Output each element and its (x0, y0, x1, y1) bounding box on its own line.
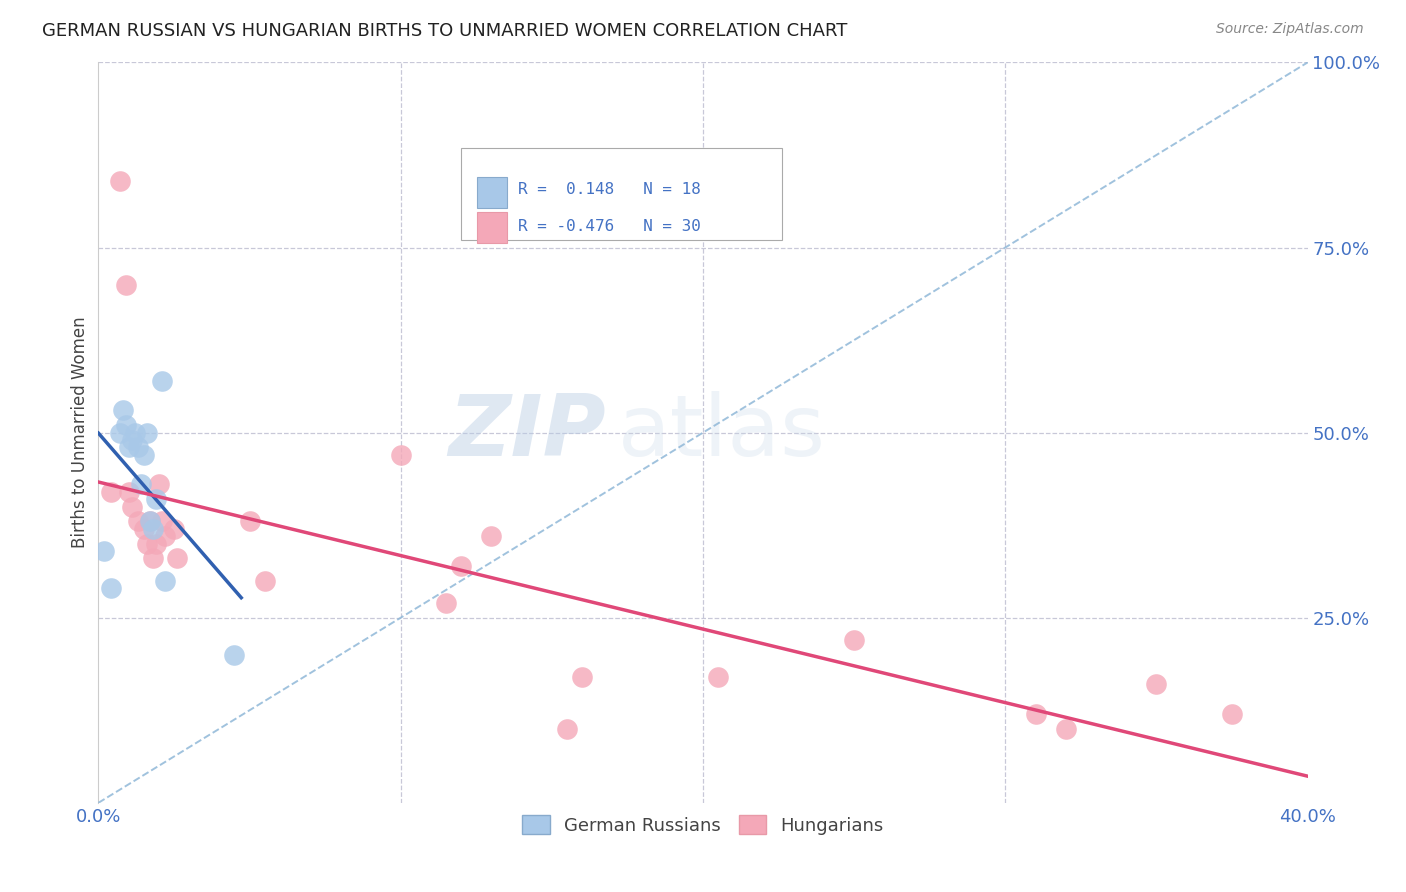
Point (1220, 706, 1243, 721)
Point (253, 574, 276, 588)
Text: ZIP: ZIP (449, 391, 606, 475)
Point (118, 441, 141, 455)
Point (150, 374, 173, 388)
Point (1054, 722, 1077, 736)
Point (224, 648, 246, 662)
Point (121, 500, 143, 514)
Point (389, 448, 412, 462)
FancyBboxPatch shape (461, 147, 782, 240)
Point (555, 722, 578, 736)
Point (153, 574, 176, 588)
Point (707, 670, 730, 684)
FancyBboxPatch shape (477, 212, 508, 244)
Point (163, 522, 186, 536)
Point (114, 418, 136, 433)
Point (132, 522, 155, 536)
Point (135, 425, 157, 440)
Point (148, 477, 170, 491)
Point (571, 670, 593, 684)
Point (450, 558, 472, 573)
Point (139, 515, 162, 529)
Point (166, 551, 188, 566)
Point (1024, 706, 1046, 721)
Point (153, 529, 176, 543)
Y-axis label: Births to Unmarried Women: Births to Unmarried Women (70, 317, 89, 549)
Text: GERMAN RUSSIAN VS HUNGARIAN BIRTHS TO UNMARRIED WOMEN CORRELATION CHART: GERMAN RUSSIAN VS HUNGARIAN BIRTHS TO UN… (42, 22, 848, 40)
Point (481, 529, 503, 543)
Point (145, 492, 167, 507)
Text: Source: ZipAtlas.com: Source: ZipAtlas.com (1216, 22, 1364, 37)
Point (108, 174, 131, 188)
Point (127, 441, 149, 455)
Point (114, 277, 136, 292)
Point (239, 515, 262, 529)
Point (142, 551, 165, 566)
Point (129, 477, 152, 491)
Point (150, 515, 173, 529)
Point (132, 448, 155, 462)
Text: atlas: atlas (619, 391, 827, 475)
Point (100, 484, 122, 499)
Text: R = -0.476   N = 30: R = -0.476 N = 30 (517, 219, 700, 234)
Point (145, 536, 167, 550)
Legend: German Russians, Hungarians: German Russians, Hungarians (515, 808, 891, 842)
FancyBboxPatch shape (477, 177, 508, 208)
Point (118, 484, 141, 499)
Point (1144, 677, 1167, 691)
Point (142, 522, 165, 536)
Text: R =  0.148   N = 18: R = 0.148 N = 18 (517, 182, 700, 197)
Point (135, 536, 157, 550)
Point (124, 425, 146, 440)
Point (111, 403, 134, 417)
Point (139, 515, 162, 529)
Point (127, 515, 149, 529)
Point (93, 544, 115, 558)
Point (100, 581, 122, 595)
Point (434, 596, 457, 610)
Point (108, 425, 131, 440)
Point (121, 433, 143, 447)
Point (844, 632, 866, 647)
